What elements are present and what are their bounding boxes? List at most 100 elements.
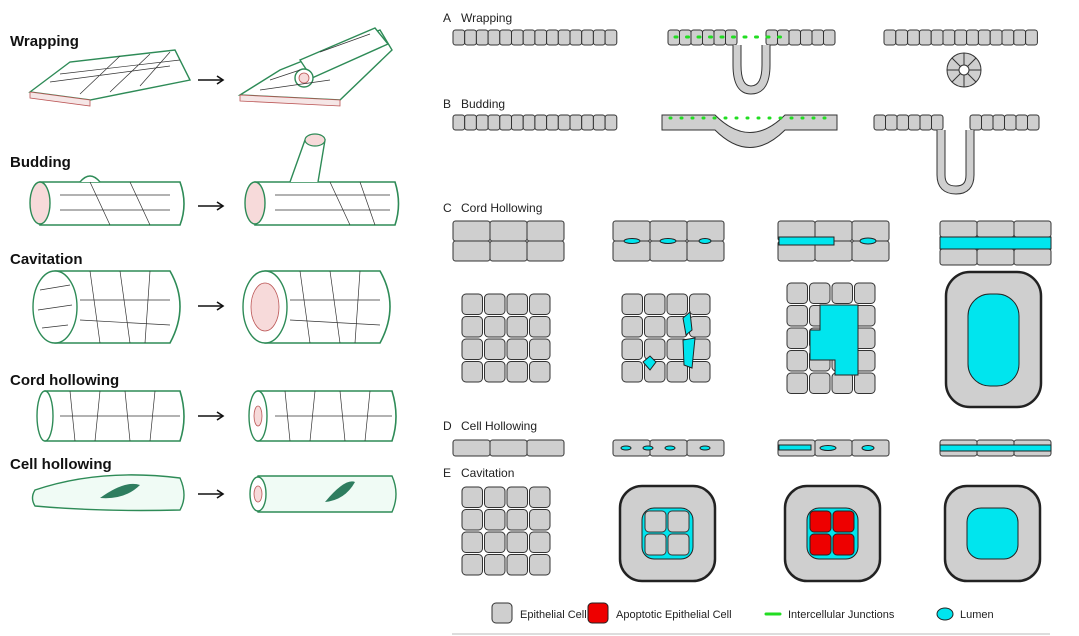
inner-cell (644, 533, 667, 556)
epithelial-cell (475, 114, 489, 131)
epithelial-cell (644, 338, 666, 360)
epithelial-cell (529, 316, 551, 338)
legend-swatch-lumen (936, 607, 954, 621)
lumen (698, 238, 712, 244)
epithelial-cell (800, 29, 813, 46)
epithelial-cell (1013, 29, 1027, 46)
cell-hollow-stage-3 (777, 439, 890, 457)
epithelial-cell (885, 114, 898, 131)
epithelial-cell (546, 114, 559, 131)
epithelial-cell (604, 114, 618, 131)
epithelial-cell (1027, 114, 1040, 131)
epithelial-cell (883, 29, 897, 46)
epithelial-cell (506, 338, 528, 360)
cavitation-stage-3 (783, 484, 882, 583)
cavitation-tube-before (32, 270, 181, 344)
epithelial-cell (689, 316, 711, 338)
epithelial-cell (484, 486, 506, 508)
epithelial-cell (546, 29, 559, 46)
cord-grid-stage-1 (461, 293, 551, 383)
cavitation-stage-1 (461, 486, 551, 576)
epithelial-cell (908, 114, 921, 131)
epithelial-cell (976, 220, 1015, 238)
lumen (664, 445, 676, 451)
epithelial-cell (689, 293, 711, 315)
cord-tube-after (248, 390, 397, 442)
epithelial-cell (981, 114, 994, 131)
apoptotic-cell (832, 510, 855, 533)
epithelial-cell (487, 114, 501, 131)
section-title-e: Cavitation (461, 466, 514, 480)
lumen (623, 238, 641, 244)
section-letter-d: D (443, 419, 452, 433)
epithelial-cell (529, 293, 551, 315)
epithelial-cell (1013, 220, 1052, 238)
epithelial-cell (511, 29, 524, 46)
epithelial-cell (522, 114, 536, 131)
epithelial-cell (484, 316, 506, 338)
legend-label-epithelial: Epithelial Cell (520, 609, 587, 621)
epithelial-cell (484, 293, 506, 315)
epithelial-cell (969, 114, 982, 131)
epithelial-cell (461, 486, 483, 508)
section-letter-a: A (443, 11, 451, 25)
wrapping-sheet-after (237, 27, 393, 107)
epithelial-cell (786, 327, 808, 349)
epithelial-cell (939, 220, 978, 238)
inner-cell (644, 510, 667, 533)
epithelial-cell (621, 338, 643, 360)
epithelial-cell (452, 29, 466, 46)
cell-boundary (967, 73, 977, 83)
folding-epithelium-fill (733, 45, 770, 94)
left-label-cord-hollowing: Cord hollowing (10, 372, 119, 389)
epithelial-cell (489, 240, 528, 262)
epithelial-cell (592, 114, 606, 131)
lumen (819, 445, 837, 451)
epithelial-cell (612, 240, 651, 262)
cell-boundary (967, 57, 977, 67)
epithelial-cell (557, 29, 571, 46)
epithelial-cell (809, 282, 831, 304)
cord-stage-4 (939, 220, 1052, 266)
epithelial-cell (581, 114, 594, 131)
epithelial-cell (484, 509, 506, 531)
epithelial-cell (461, 338, 483, 360)
cell-hollow-stage-1 (452, 439, 565, 457)
wrapping-stage-3 (883, 29, 1038, 88)
left-illustration-panel: Wrapping Budding Cavitation Cord hollowi… (10, 27, 400, 513)
epithelial-cell (569, 114, 583, 131)
epithelial-cell (621, 293, 643, 315)
legend-swatch-epithelial (491, 602, 513, 624)
epithelial-cell (644, 316, 666, 338)
epithelial-cell (534, 29, 548, 46)
section-letter-b: B (443, 97, 451, 111)
legend-label-junctions: Intercellular Junctions (788, 609, 895, 621)
schematic-drawings (452, 29, 1052, 583)
epithelial-cell (686, 220, 725, 242)
epithelial-cell (529, 554, 551, 576)
budding-stage-1 (452, 114, 618, 131)
epithelial-cell (1004, 114, 1017, 131)
lumen (642, 445, 654, 451)
epithelial-cell (666, 361, 688, 383)
lumen (778, 444, 812, 451)
epithelial-cell (939, 248, 978, 266)
cavitation-tube-after (242, 270, 391, 344)
epithelial-cell (529, 486, 551, 508)
legend: Epithelial Cell Apoptotic Epithelial Cel… (452, 602, 1050, 635)
epithelial-cell (499, 114, 512, 131)
cord-tube-before (36, 390, 185, 442)
cell-before (31, 474, 185, 512)
section-label-b: B Budding (443, 97, 505, 111)
epithelial-cell (506, 554, 528, 576)
lumen (620, 445, 632, 451)
section-label-e: E Cavitation (443, 466, 514, 480)
budding-tube-before (29, 175, 185, 226)
epithelial-cell (452, 114, 466, 131)
epithelial-cell (649, 240, 688, 262)
epithelial-cell (823, 29, 836, 46)
epithelial-cell (931, 114, 944, 131)
cavitation-arrow (198, 301, 225, 311)
epithelial-cell (506, 316, 528, 338)
